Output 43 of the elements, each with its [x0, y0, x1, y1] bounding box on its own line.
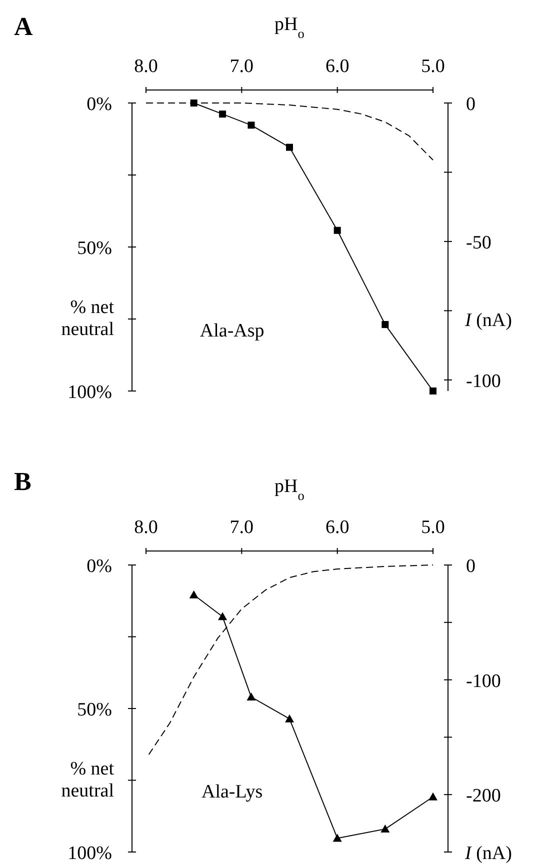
- point: [382, 321, 389, 328]
- y2-axis-title: I (nA): [464, 843, 512, 864]
- point: [246, 692, 256, 701]
- point: [285, 714, 294, 722]
- y-axis-title: % net neutral: [61, 758, 115, 802]
- x-tick-label: 7.0: [230, 56, 254, 77]
- chart-title: B: [14, 467, 32, 496]
- y-axis-title: % net neutral: [61, 297, 115, 340]
- point: [189, 590, 198, 598]
- y2-tick-label: -100: [466, 670, 501, 692]
- x-tick-label: 7.0: [230, 517, 254, 538]
- annotation: Ala-Lys: [201, 781, 263, 802]
- x-tick-label: 6.0: [325, 517, 350, 538]
- point: [332, 834, 342, 842]
- y-tick-label: 50%: [77, 700, 112, 720]
- point: [286, 144, 293, 151]
- y2-axis-title: I (nA): [464, 310, 512, 331]
- y2-tick-label: -100: [466, 370, 501, 392]
- point: [430, 388, 436, 394]
- y2-tick-label: 0: [466, 94, 476, 115]
- point: [219, 110, 226, 118]
- point: [248, 122, 255, 129]
- point: [380, 824, 390, 833]
- x-tick-label: 8.0: [134, 56, 158, 77]
- y-tick-label: 100%: [68, 382, 112, 403]
- point: [218, 612, 228, 620]
- x-axis-title: pH$_{o}$: [274, 476, 305, 502]
- y-tick-label: 100%: [68, 843, 112, 864]
- x-axis-title: pH$_{o}$: [274, 14, 305, 40]
- x-tick-label: 6.0: [325, 56, 350, 77]
- y2-tick-label: 0: [466, 556, 476, 577]
- y2-tick-label: -50: [466, 232, 492, 254]
- point: [334, 226, 341, 234]
- chart-title: A: [14, 12, 33, 41]
- y-tick-label: 0%: [86, 556, 112, 577]
- x-tick-label: 5.0: [421, 517, 445, 538]
- annotation: Ala-Asp: [200, 320, 264, 342]
- x-tick-label: 5.0: [421, 56, 445, 77]
- y-tick-label: 0%: [86, 94, 112, 115]
- y-tick-label: 50%: [77, 238, 112, 259]
- y2-tick-label: -200: [466, 786, 501, 807]
- x-tick-label: 8.0: [134, 517, 158, 538]
- point: [428, 792, 438, 800]
